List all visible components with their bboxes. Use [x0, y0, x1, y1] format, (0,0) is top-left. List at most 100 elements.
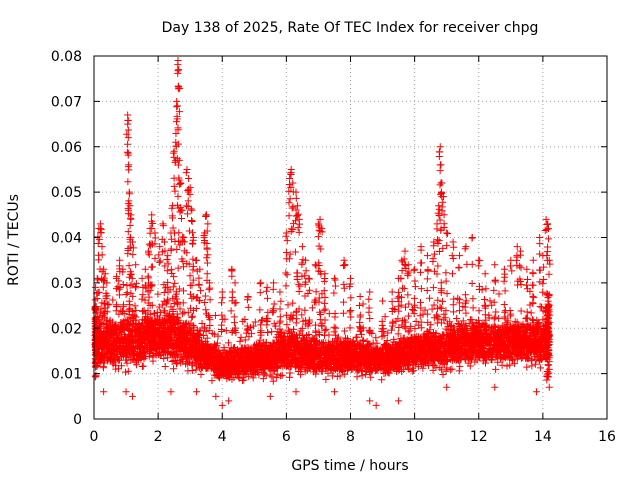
data-point [156, 352, 164, 360]
data-point [256, 306, 264, 314]
data-point [278, 371, 286, 379]
data-point [124, 367, 132, 375]
data-point [170, 365, 178, 373]
data-point [108, 318, 116, 326]
data-point [160, 354, 168, 362]
data-point [353, 373, 361, 381]
data-point [256, 336, 264, 344]
data-point [498, 361, 506, 369]
data-point [174, 351, 182, 359]
data-point [210, 330, 218, 338]
data-point [117, 362, 125, 370]
data-point [334, 336, 342, 344]
data-point [254, 342, 262, 350]
data-point [192, 366, 200, 374]
data-point [527, 309, 535, 317]
data-point [297, 371, 305, 379]
data-point [357, 330, 365, 338]
data-point [332, 324, 340, 332]
data-point [359, 300, 367, 308]
data-point [214, 332, 222, 340]
data-point [322, 376, 330, 384]
data-point [544, 361, 552, 369]
data-point [224, 339, 232, 347]
data-point [290, 325, 298, 333]
data-point [531, 360, 539, 368]
data-point [195, 330, 203, 338]
data-point [258, 316, 266, 324]
data-point [116, 356, 124, 364]
data-point [286, 369, 294, 377]
data-point [157, 309, 165, 317]
data-point [197, 371, 205, 379]
data-point [259, 375, 267, 383]
data-point [312, 321, 320, 329]
data-point [161, 307, 169, 315]
data-point [284, 301, 292, 309]
data-point [273, 363, 281, 371]
data-point [168, 358, 176, 366]
data-point [334, 333, 342, 341]
data-point [492, 308, 500, 316]
data-points [91, 57, 554, 409]
data-point [320, 306, 328, 314]
data-point [269, 377, 277, 385]
data-point [237, 333, 245, 341]
data-point [283, 321, 291, 329]
data-point [523, 363, 531, 371]
data-point [341, 370, 349, 378]
data-point [109, 296, 117, 304]
data-point [268, 373, 276, 381]
data-point [222, 327, 230, 335]
data-point [172, 360, 180, 368]
data-point [353, 333, 361, 341]
data-point [148, 282, 156, 290]
data-point [439, 371, 447, 379]
data-point [241, 336, 249, 344]
data-point [486, 297, 494, 305]
data-point [272, 374, 280, 382]
data-point [266, 371, 274, 379]
data-point [182, 321, 190, 329]
data-point [139, 362, 147, 370]
data-point [273, 370, 281, 378]
data-point [199, 332, 207, 340]
data-point [260, 370, 268, 378]
data-point [362, 371, 370, 379]
data-point [456, 362, 464, 370]
data-point [123, 359, 131, 367]
data-point [343, 335, 351, 343]
data-point [110, 358, 118, 366]
data-point [188, 313, 196, 321]
data-point [198, 319, 206, 327]
data-point [203, 334, 211, 342]
data-point [213, 339, 221, 347]
data-point [188, 366, 196, 374]
data-point [141, 353, 149, 361]
data-point [249, 374, 257, 382]
data-point [100, 364, 108, 372]
data-point [262, 338, 270, 346]
data-point [211, 312, 219, 320]
data-point [247, 330, 255, 338]
data-point [295, 330, 303, 338]
data-point [148, 301, 156, 309]
data-point [528, 362, 536, 370]
data-point [305, 330, 313, 338]
data-point [208, 377, 216, 385]
data-point [161, 363, 169, 371]
data-point [333, 335, 341, 343]
data-point [536, 364, 544, 372]
data-point [115, 365, 123, 373]
data-point [454, 294, 462, 302]
data-point [336, 372, 344, 380]
data-point [173, 352, 181, 360]
data-point [236, 337, 244, 345]
data-point [492, 365, 500, 373]
data-point [249, 322, 257, 330]
data-point [251, 318, 259, 326]
data-point [154, 290, 162, 298]
data-point [328, 372, 336, 380]
data-point [325, 331, 333, 339]
